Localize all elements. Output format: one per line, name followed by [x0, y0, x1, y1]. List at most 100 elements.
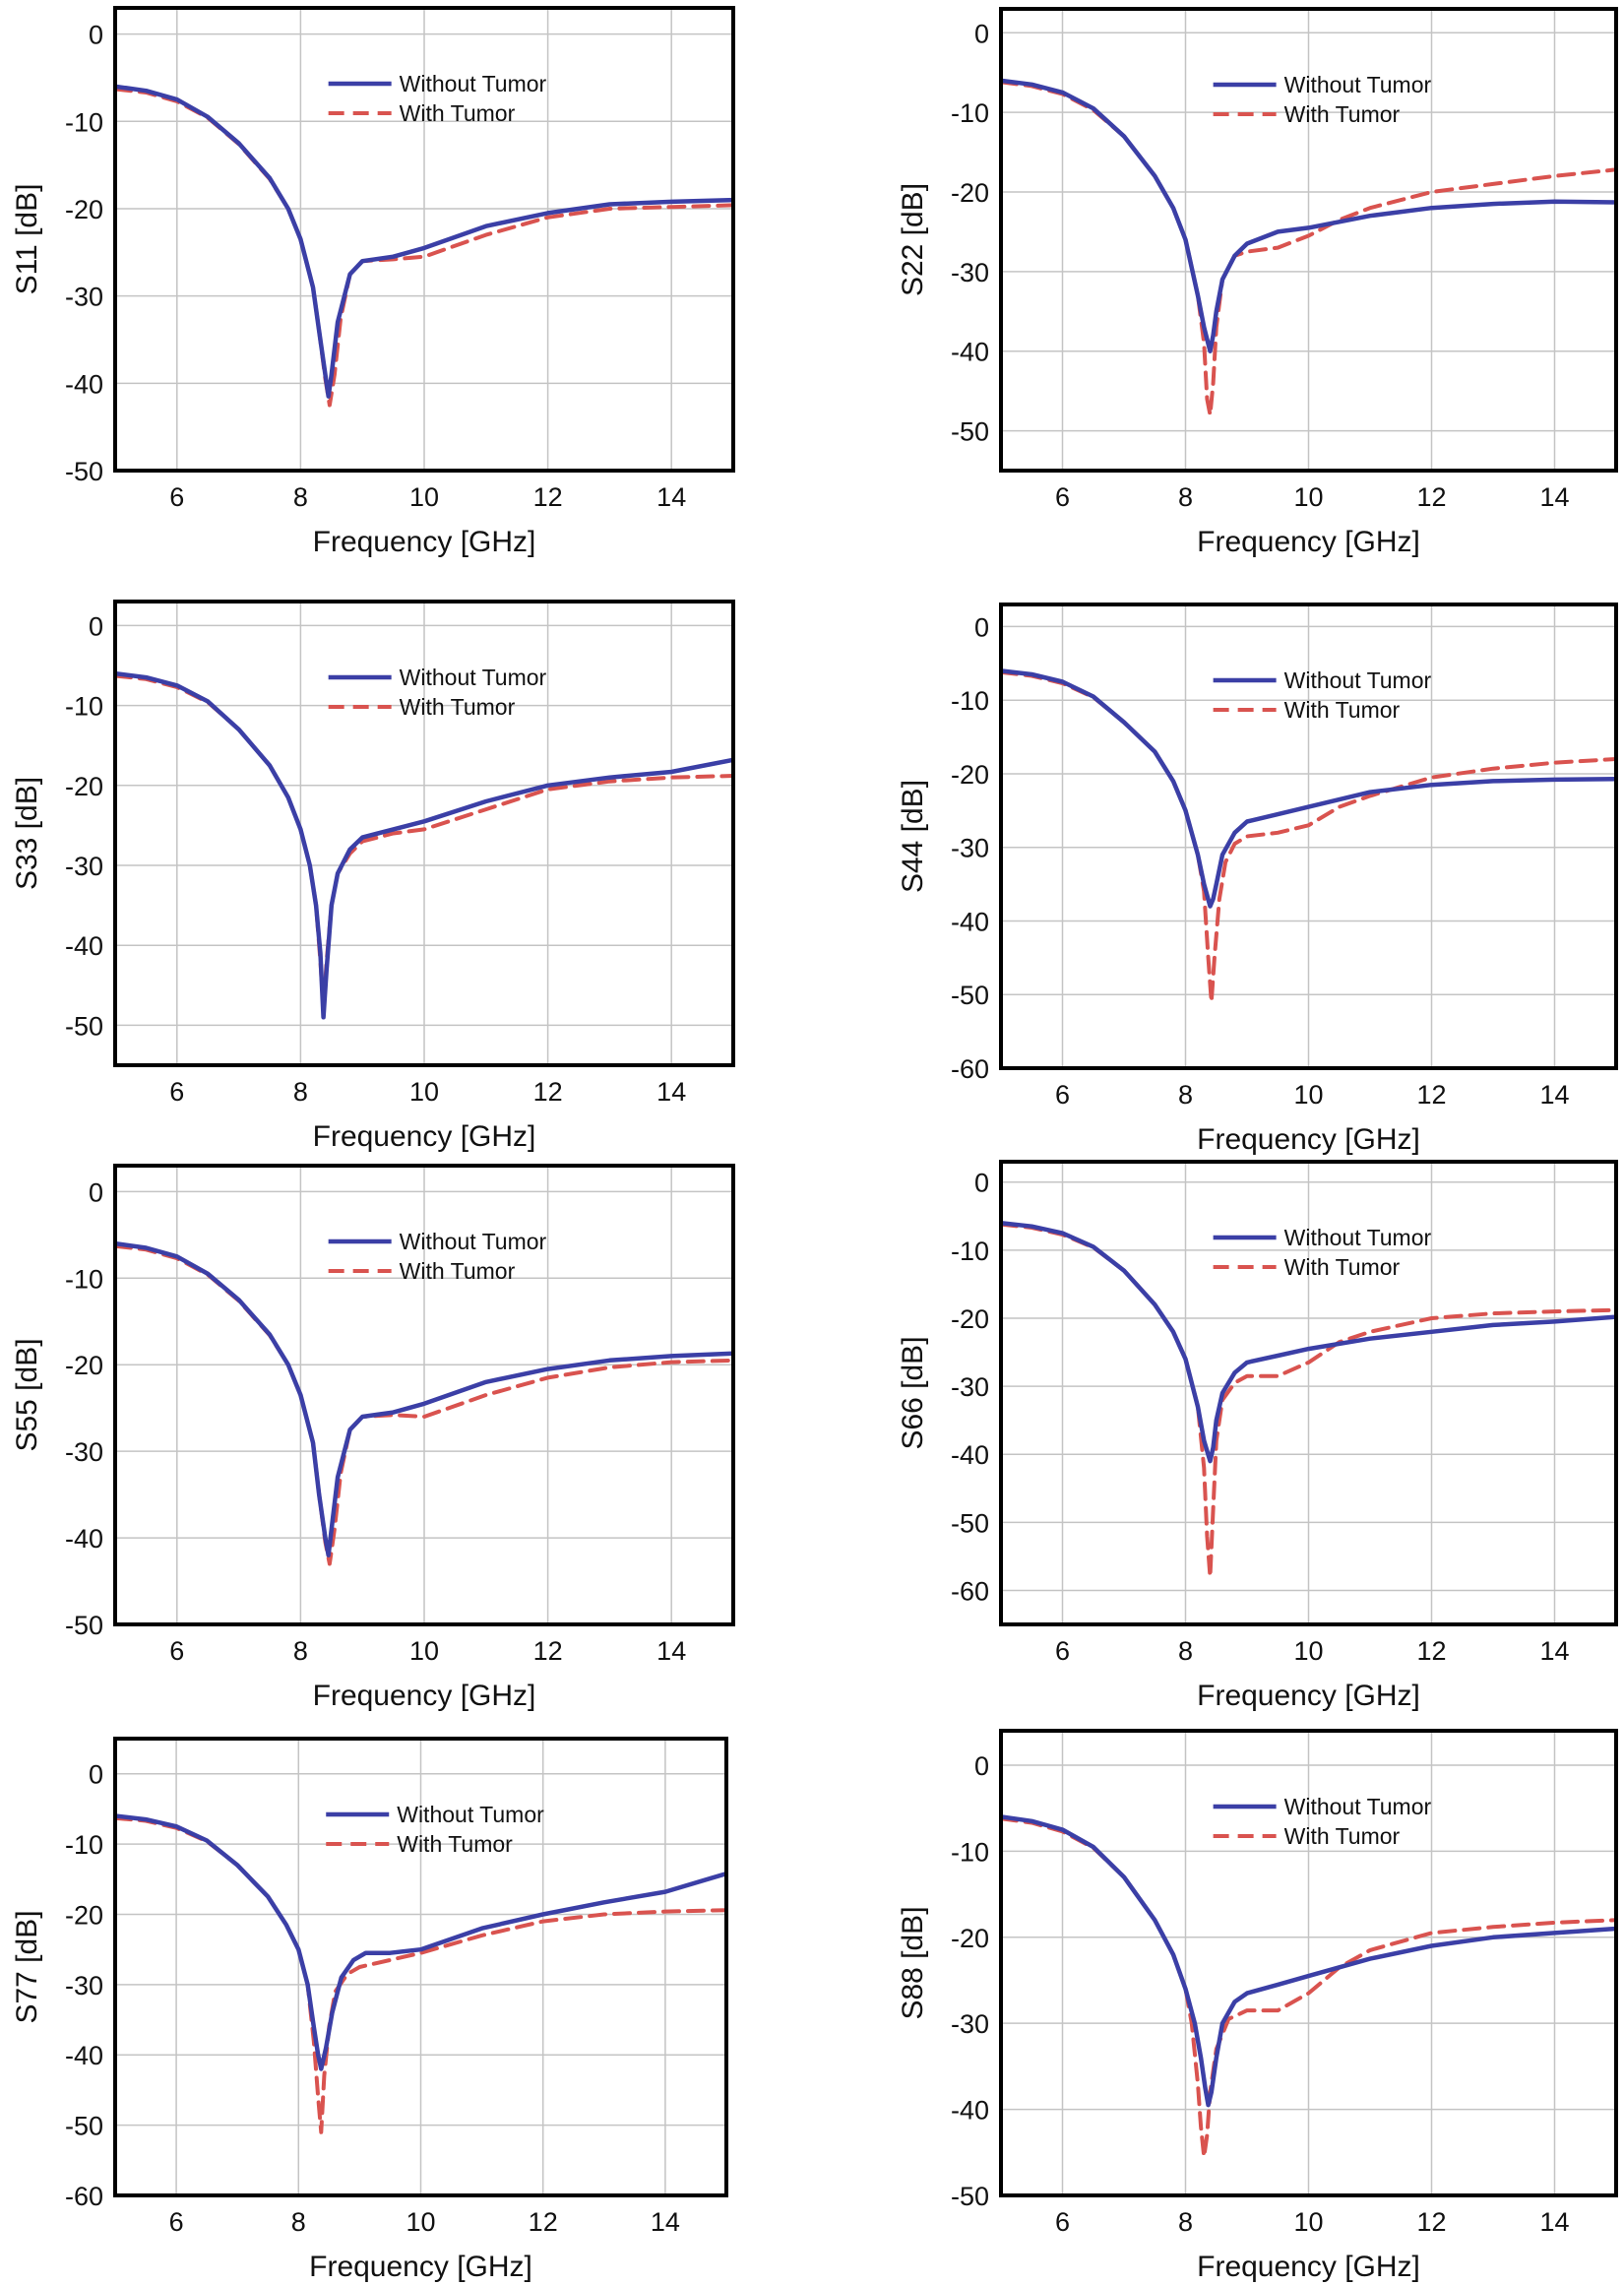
x-tick-label: 12: [1416, 482, 1446, 512]
y-tick-label: -60: [65, 2182, 103, 2211]
series-without-tumor-line: [115, 1813, 726, 2071]
x-tick-label: 6: [169, 2207, 184, 2237]
series-without-tumor-line: [1001, 1814, 1616, 2108]
legend-label-with-tumor: With Tumor: [1284, 101, 1401, 127]
x-tick-label: 10: [1293, 2207, 1323, 2237]
y-tick-label: 0: [974, 19, 989, 48]
plot-frame: [113, 1737, 728, 2197]
series-without-tumor-line: [115, 84, 733, 399]
y-tick-label: -40: [65, 2041, 103, 2070]
y-tick-label: -40: [65, 1524, 103, 1554]
plot-frame: [113, 1164, 735, 1626]
series-without-tumor-line: [115, 1240, 733, 1557]
y-tick-label: -30: [65, 1437, 103, 1467]
y-tick-label: -40: [65, 369, 103, 399]
x-tick-label: 14: [656, 1077, 686, 1107]
chart-5: 6 8 10 12 14 0 -10 -20 -30 -40 -50 Frequency [GHz] S…: [11, 1164, 735, 1712]
y-axis-label: S55 [dB]: [11, 1338, 43, 1451]
x-tick-label: 6: [1055, 482, 1070, 512]
legend-label-with-tumor: With Tumor: [1284, 1254, 1401, 1280]
chart-3: 6 8 10 12 14 0 -10 -20 -30 -40 -50 Frequency [GHz] S…: [11, 600, 735, 1153]
y-tick-label: -30: [951, 258, 989, 287]
y-tick-label: -20: [65, 772, 103, 801]
y-tick-label: -20: [951, 760, 989, 790]
legend-label-without-tumor: Without Tumor: [1284, 1794, 1432, 1819]
x-tick-label: 8: [1178, 1080, 1193, 1110]
chart-8: 6 8 10 12 14 0 -10 -20 -30 -40 -50 Frequency [GHz] S…: [897, 1729, 1618, 2283]
y-tick-label: -10: [65, 1264, 103, 1294]
y-tick-label: 0: [89, 611, 103, 641]
y-tick-label: -60: [951, 1576, 989, 1606]
y-tick-label: -50: [65, 1611, 103, 1640]
x-tick-label: 8: [1178, 1636, 1193, 1666]
y-tick-label: -30: [951, 1372, 989, 1402]
legend-label-without-tumor: Without Tumor: [1284, 72, 1432, 97]
y-axis-label: S88 [dB]: [897, 1906, 929, 2019]
chart-1: 6 8 10 12 14 0 -10 -20 -30 -40 -50 Frequency [GHz] S…: [11, 6, 735, 558]
plot-frame: [999, 7, 1618, 473]
y-tick-label: -40: [65, 931, 103, 961]
y-tick-label: -50: [951, 981, 989, 1010]
x-tick-label: 14: [656, 482, 686, 512]
y-tick-label: -30: [65, 852, 103, 881]
x-tick-label: 8: [1178, 2207, 1193, 2237]
y-tick-label: -40: [951, 1440, 989, 1470]
y-tick-label: 0: [974, 612, 989, 642]
x-axis-label: Frequency [GHz]: [309, 2251, 532, 2283]
legend-label-with-tumor: With Tumor: [1284, 1823, 1401, 1849]
x-tick-label: 8: [293, 1636, 308, 1666]
x-tick-label: 6: [169, 1636, 184, 1666]
legend-label-without-tumor: Without Tumor: [1284, 667, 1432, 693]
x-tick-label: 12: [533, 1077, 563, 1107]
y-tick-label: -20: [65, 1900, 103, 1930]
x-tick-label: 12: [1416, 1636, 1446, 1666]
chart-6: 6 8 10 12 14 0 -10 -20 -30 -40 -50 -60 Frequency [GH…: [897, 1160, 1618, 1712]
legend-label-without-tumor: Without Tumor: [400, 665, 547, 690]
x-axis-label: Frequency [GHz]: [1197, 1680, 1420, 1712]
y-tick-label: -10: [951, 98, 989, 128]
x-tick-label: 10: [409, 1077, 439, 1107]
legend-label-with-tumor: With Tumor: [1284, 697, 1401, 723]
y-tick-label: 0: [89, 1177, 103, 1207]
series-without-tumor-line: [115, 670, 733, 1020]
x-tick-label: 8: [1178, 482, 1193, 512]
legend-label-without-tumor: Without Tumor: [400, 1229, 547, 1254]
x-tick-label: 8: [293, 1077, 308, 1107]
legend-label-without-tumor: Without Tumor: [397, 1802, 544, 1827]
y-tick-label: -20: [65, 1351, 103, 1380]
y-tick-label: -40: [951, 2096, 989, 2126]
y-tick-label: -30: [65, 1971, 103, 2000]
legend-label-with-tumor: With Tumor: [400, 100, 516, 126]
x-tick-label: 10: [1293, 1636, 1323, 1666]
x-tick-label: 10: [1293, 1080, 1323, 1110]
series-without-tumor-line: [1001, 78, 1616, 353]
x-tick-label: 10: [406, 2207, 435, 2237]
plot-frame: [999, 603, 1618, 1070]
x-axis-label: Frequency [GHz]: [313, 1680, 536, 1712]
x-tick-label: 10: [1293, 482, 1323, 512]
x-tick-label: 6: [169, 482, 184, 512]
y-tick-label: -10: [951, 1237, 989, 1266]
x-tick-label: 14: [656, 1636, 686, 1666]
y-tick-label: -10: [65, 107, 103, 137]
y-tick-label: -20: [951, 178, 989, 208]
x-tick-label: 6: [1055, 1636, 1070, 1666]
plot-frame: [999, 1729, 1618, 2197]
y-tick-label: -20: [951, 1924, 989, 1953]
x-tick-label: 10: [409, 482, 439, 512]
y-tick-label: -50: [65, 1011, 103, 1041]
x-tick-label: 6: [1055, 2207, 1070, 2237]
y-tick-label: -10: [65, 692, 103, 722]
y-tick-label: -50: [951, 1508, 989, 1538]
y-axis-label: S66 [dB]: [897, 1336, 929, 1449]
x-axis-label: Frequency [GHz]: [313, 1120, 536, 1153]
y-axis-label: S44 [dB]: [897, 780, 929, 893]
y-tick-label: -50: [951, 417, 989, 447]
y-axis-label: S11 [dB]: [11, 184, 43, 295]
y-tick-label: -30: [65, 283, 103, 312]
x-axis-label: Frequency [GHz]: [1197, 526, 1420, 558]
y-tick-label: -20: [951, 1304, 989, 1334]
x-tick-label: 8: [291, 2207, 306, 2237]
x-tick-label: 14: [651, 2207, 680, 2237]
